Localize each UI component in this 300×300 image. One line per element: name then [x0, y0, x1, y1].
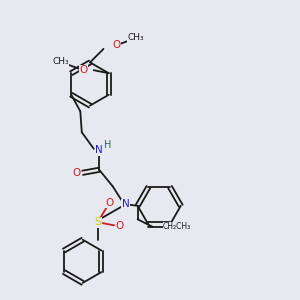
Text: O: O: [73, 168, 81, 178]
Text: N: N: [122, 199, 130, 209]
Text: CH₂CH₃: CH₂CH₃: [163, 222, 191, 231]
Text: O: O: [105, 198, 113, 208]
Text: S: S: [94, 217, 101, 227]
Text: H: H: [103, 140, 111, 150]
Text: CH₃: CH₃: [127, 33, 144, 42]
Text: O: O: [115, 221, 123, 231]
Text: CH₃: CH₃: [52, 57, 69, 66]
Text: O: O: [79, 65, 87, 75]
Text: O: O: [112, 40, 120, 50]
Text: N: N: [95, 145, 103, 155]
